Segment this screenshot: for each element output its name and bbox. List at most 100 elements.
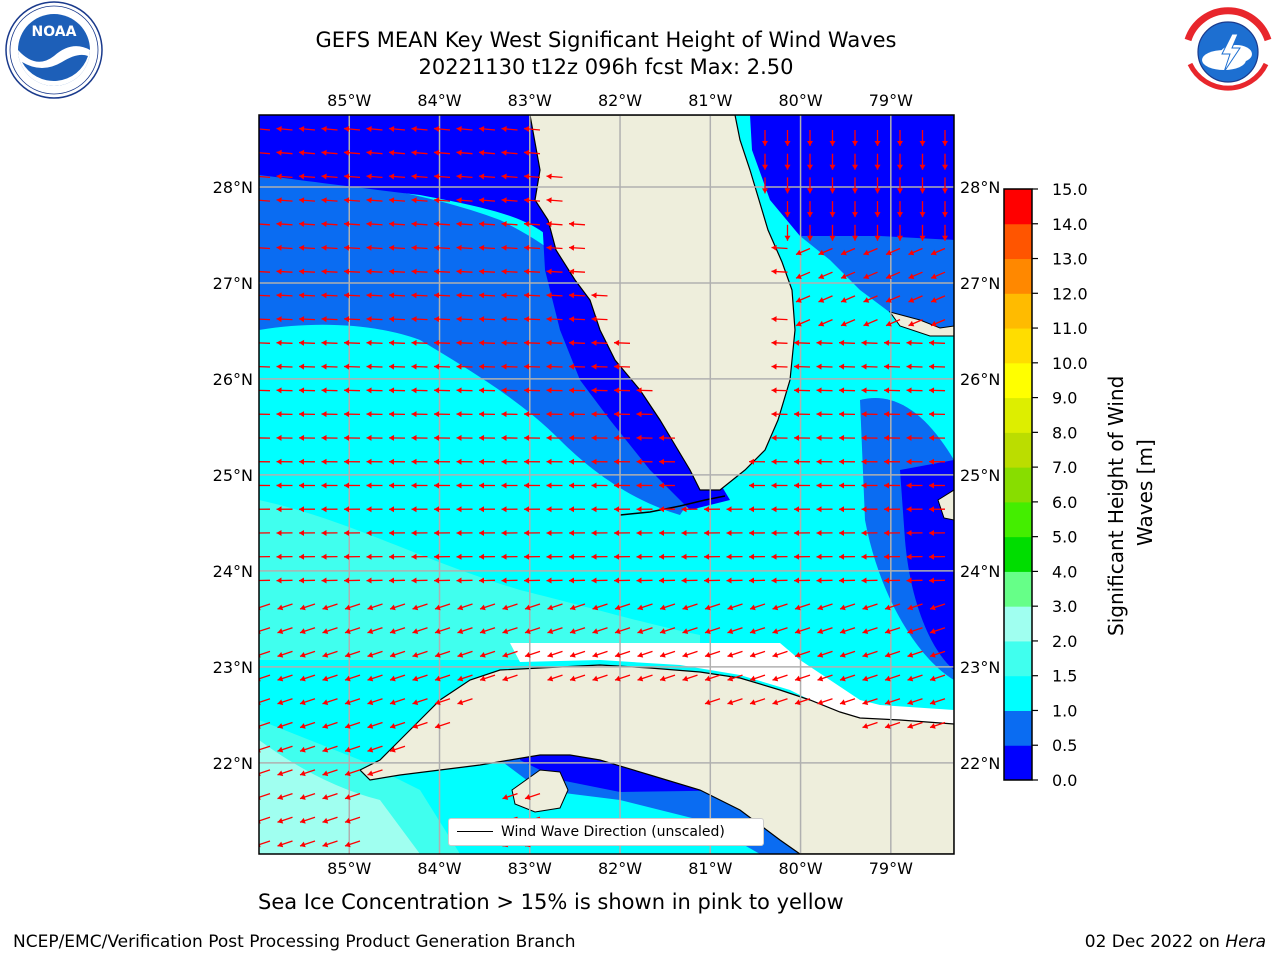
wave-arrow-head bbox=[840, 604, 846, 611]
wave-arrow-head bbox=[390, 604, 396, 611]
wave-arrow-head bbox=[389, 244, 395, 251]
wave-arrow-head bbox=[817, 699, 824, 706]
wave-arrow-head bbox=[897, 141, 903, 146]
lat-tick-label: 26°N bbox=[960, 370, 1000, 389]
wave-arrow-head bbox=[750, 675, 756, 682]
land-florida-keys bbox=[619, 495, 726, 516]
chart-subtitle: 20221130 t12z 096h fcst Max: 2.50 bbox=[418, 55, 794, 79]
wave-arrow-head bbox=[524, 482, 530, 489]
wave-arrow-head bbox=[524, 316, 530, 323]
map-legend: Wind Wave Direction (unscaled) bbox=[448, 818, 764, 846]
wave-arrow-head bbox=[796, 320, 802, 327]
wave-arrow-head bbox=[906, 411, 912, 418]
wave-arrow-head bbox=[366, 173, 372, 180]
wave-arrow-head bbox=[321, 411, 327, 418]
noaa-wordmark: NOAA bbox=[32, 24, 77, 40]
wave-arrow-head bbox=[524, 149, 530, 156]
wave-arrow-head bbox=[614, 482, 620, 489]
wave-arrow-head bbox=[852, 235, 858, 241]
wave-arrow-head bbox=[524, 458, 530, 465]
wave-arrow-head bbox=[412, 675, 419, 682]
wave-arrow-head bbox=[929, 506, 935, 513]
wave-arrow-head bbox=[276, 125, 282, 132]
wave-arrow-head bbox=[480, 604, 486, 611]
wave-arrow-head bbox=[816, 363, 822, 370]
wave-arrow-head bbox=[389, 411, 395, 418]
wave-arrow-head bbox=[276, 173, 282, 180]
wave-arrow-head bbox=[456, 411, 462, 418]
wave-arrow-head bbox=[412, 651, 419, 658]
wave-arrow-head bbox=[434, 339, 440, 346]
wave-arrow-head bbox=[345, 841, 351, 848]
wave-arrow-head bbox=[659, 482, 665, 489]
wave-arrow-head bbox=[908, 297, 915, 303]
colorbar-tick-label: 7.0 bbox=[1052, 458, 1077, 477]
wave-arrow-head bbox=[771, 577, 777, 584]
wave-arrow-head bbox=[795, 628, 801, 634]
wave-arrow-head bbox=[344, 434, 350, 441]
wave-arrow-head bbox=[300, 675, 306, 682]
wave-arrow-head bbox=[277, 770, 284, 777]
wave-arrow-head bbox=[321, 173, 327, 180]
wave-arrow-head bbox=[591, 529, 597, 536]
wave-arrow-head bbox=[524, 411, 530, 418]
wave-arrow-head bbox=[852, 141, 858, 146]
wave-arrow-head bbox=[659, 458, 665, 465]
wave-arrow-head bbox=[794, 339, 800, 346]
wave-arrow-head bbox=[434, 529, 440, 536]
colorbar-segment bbox=[1004, 571, 1032, 607]
wave-arrow-head bbox=[636, 458, 642, 465]
wave-arrow-head bbox=[818, 320, 825, 327]
wave-arrow-head bbox=[863, 273, 870, 279]
wave-arrow-head bbox=[390, 723, 396, 729]
wave-arrow-head bbox=[749, 577, 755, 584]
wave-arrow-head bbox=[322, 794, 329, 800]
wave-arrow-head bbox=[569, 506, 575, 513]
wave-arrow-head bbox=[749, 553, 755, 560]
wave-arrow-head bbox=[390, 628, 396, 634]
wave-arrow-head bbox=[840, 699, 846, 706]
wave-arrow-head bbox=[772, 651, 779, 658]
wave-arrow-head bbox=[276, 434, 282, 441]
colorbar-segment bbox=[1004, 223, 1032, 260]
wave-arrow-head bbox=[615, 675, 621, 682]
wave-arrow-head bbox=[276, 244, 282, 251]
wave-arrow-head bbox=[907, 675, 914, 682]
wave-arrow bbox=[259, 199, 271, 202]
colorbar-tick-label: 0.5 bbox=[1052, 736, 1077, 755]
wave-arrow-head bbox=[277, 651, 284, 658]
wave-arrow-head bbox=[570, 604, 576, 611]
wave-arrow-head bbox=[479, 411, 485, 418]
wave-arrow-head bbox=[344, 482, 350, 489]
wave-arrow-head bbox=[322, 746, 329, 753]
wave-arrow-head bbox=[636, 434, 642, 441]
wave-arrow-head bbox=[807, 212, 813, 218]
wave-arrow-head bbox=[829, 212, 836, 218]
wave-arrow-head bbox=[682, 675, 689, 682]
wave-arrow-head bbox=[569, 244, 575, 251]
wave-arrow-head bbox=[874, 164, 881, 170]
colorbar-tick-label: 3.0 bbox=[1052, 597, 1077, 616]
wave-arrow-head bbox=[366, 221, 372, 228]
wave-arrow bbox=[259, 247, 271, 250]
wave-arrow bbox=[259, 152, 271, 155]
wave-arrow-head bbox=[907, 723, 914, 729]
wave-arrow-head bbox=[277, 604, 284, 611]
wave-arrow-head bbox=[411, 434, 417, 441]
wave-arrow-head bbox=[591, 506, 597, 513]
wave-arrow-head bbox=[637, 675, 644, 682]
wave-arrow-head bbox=[829, 141, 836, 146]
wave-arrow-head bbox=[906, 506, 912, 513]
wave-arrow-head bbox=[434, 221, 440, 228]
colorbar-segment bbox=[1004, 362, 1032, 399]
wave-arrow-head bbox=[276, 221, 282, 228]
map-area bbox=[259, 115, 954, 854]
footer-host: Hera bbox=[1225, 932, 1266, 952]
wave-arrow-head bbox=[345, 651, 351, 658]
wave-arrow-head bbox=[321, 125, 327, 132]
wave-arrow-head bbox=[659, 529, 665, 536]
wave-arrow-head bbox=[412, 699, 419, 706]
lat-labels-right: 28°N 27°N 26°N 25°N 24°N 23°N 22°N bbox=[960, 178, 1000, 773]
wave-arrow-head bbox=[300, 770, 306, 777]
wave-arrow-head bbox=[839, 339, 845, 346]
